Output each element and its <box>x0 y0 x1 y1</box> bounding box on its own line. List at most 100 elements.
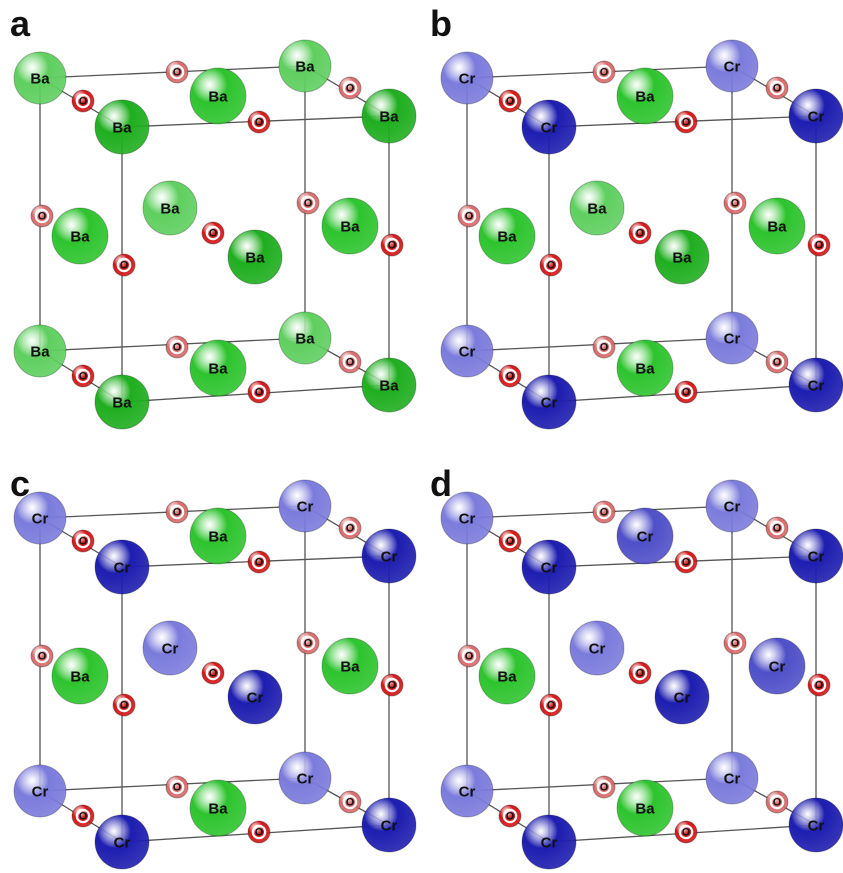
oxygen-atom-label: O <box>773 797 782 809</box>
cr-atom-label: Cr <box>32 784 49 801</box>
oxygen-atom <box>498 89 522 113</box>
oxygen-ring <box>461 208 477 224</box>
ba-atom-label: Ba <box>208 529 228 546</box>
oxygen-atom <box>296 191 320 215</box>
oxygen-atom <box>628 661 652 685</box>
oxygen-atom <box>165 335 189 359</box>
oxygen-atom-label: O <box>304 198 313 210</box>
cr-atom-label: Cr <box>724 59 741 76</box>
oxygen-atom-label: O <box>731 638 740 650</box>
cr-atom-label: Cr <box>637 529 654 546</box>
oxygen-atom <box>247 550 271 574</box>
cr-atom-label: Cr <box>808 549 825 566</box>
oxygen-ring <box>342 354 358 370</box>
oxygen-ring <box>811 677 827 693</box>
oxygen-ring <box>205 665 221 681</box>
ba-atom-label: Ba <box>112 395 132 412</box>
oxygen-ring <box>678 824 694 840</box>
ba-atom-label: Ba <box>379 109 399 126</box>
ba-atom <box>616 67 674 125</box>
ba-atom <box>94 99 150 155</box>
oxygen-atom-label: O <box>173 67 182 79</box>
oxygen-atom <box>592 775 616 799</box>
cr-atom-label: Cr <box>724 331 741 348</box>
oxygen-ring <box>384 237 400 253</box>
oxygen-atom <box>247 380 271 404</box>
oxygen-ring <box>502 533 518 549</box>
cr-atom <box>440 764 494 818</box>
oxygen-atom-label: O <box>636 668 645 680</box>
cr-atom <box>788 88 843 144</box>
oxygen-ring <box>632 665 648 681</box>
oxygen-atom <box>201 661 225 685</box>
cr-atom <box>654 669 710 725</box>
oxygen-ring <box>543 697 559 713</box>
cr-atom-label: Cr <box>297 499 314 516</box>
ba-atom-label: Ba <box>160 201 180 218</box>
oxygen-ring <box>169 504 185 520</box>
oxygen-atom-label: O <box>346 523 355 535</box>
oxygen-atom-label: O <box>388 240 397 252</box>
oxygen-ring <box>769 794 785 810</box>
ba-atom-label: Ba <box>30 71 50 88</box>
ba-atom <box>616 339 674 397</box>
oxygen-atom-label: O <box>255 117 264 129</box>
oxygen-atom-label: O <box>465 651 474 663</box>
oxygen-ring <box>300 195 316 211</box>
oxygen-atom <box>674 380 698 404</box>
ba-atom <box>321 637 379 695</box>
oxygen-atom-label: O <box>79 96 88 108</box>
cr-atom <box>94 539 150 595</box>
oxygen-atom <box>71 804 95 828</box>
oxygen-atom-label: O <box>773 523 782 535</box>
oxygen-atom-label: O <box>506 96 515 108</box>
oxygen-atom <box>247 110 271 134</box>
cr-atom <box>521 374 577 430</box>
cr-atom-label: Cr <box>114 835 131 852</box>
oxygen-atom <box>457 644 481 668</box>
oxygen-ring <box>169 779 185 795</box>
oxygen-ring <box>251 114 267 130</box>
oxygen-atom <box>30 644 54 668</box>
cr-atom <box>705 311 759 365</box>
ba-atom-label: Ba <box>672 250 692 267</box>
cr-atom <box>13 491 67 545</box>
cr-atom-label: Cr <box>808 818 825 835</box>
oxygen-atom-label: O <box>600 67 609 79</box>
ba-atom <box>51 647 109 705</box>
ba-atom <box>569 180 625 236</box>
cr-atom <box>13 764 67 818</box>
oxygen-atom-label: O <box>815 240 824 252</box>
oxygen-atom <box>30 204 54 228</box>
oxygen-atom <box>338 76 362 100</box>
oxygen-atom-label: O <box>209 668 218 680</box>
oxygen-atom <box>539 253 563 277</box>
ba-atom-label: Ba <box>30 344 50 361</box>
oxygen-atom <box>765 516 789 540</box>
oxygen-atom-label: O <box>506 371 515 383</box>
oxygen-atom <box>723 191 747 215</box>
oxygen-ring <box>169 64 185 80</box>
oxygen-atom-label: O <box>255 557 264 569</box>
oxygen-atom-label: O <box>346 357 355 369</box>
cr-atom-label: Cr <box>32 511 49 528</box>
cr-atom <box>788 357 843 413</box>
ba-atom-label: Ba <box>340 659 360 676</box>
ba-atom <box>189 779 247 837</box>
panel-letter-b: b <box>430 3 452 44</box>
oxygen-atom <box>498 364 522 388</box>
oxygen-ring <box>116 257 132 273</box>
ba-atom <box>616 779 674 837</box>
oxygen-atom-label: O <box>304 638 313 650</box>
oxygen-atom <box>539 693 563 717</box>
cr-atom-label: Cr <box>297 771 314 788</box>
cr-atom <box>705 479 759 533</box>
cr-atom-label: Cr <box>808 109 825 126</box>
oxygen-atom-label: O <box>547 700 556 712</box>
cr-atom <box>440 324 494 378</box>
oxygen-atom-label: O <box>173 507 182 519</box>
cr-atom <box>788 797 843 853</box>
ba-atom <box>142 180 198 236</box>
oxygen-atom <box>165 60 189 84</box>
cr-atom-label: Cr <box>247 690 264 707</box>
